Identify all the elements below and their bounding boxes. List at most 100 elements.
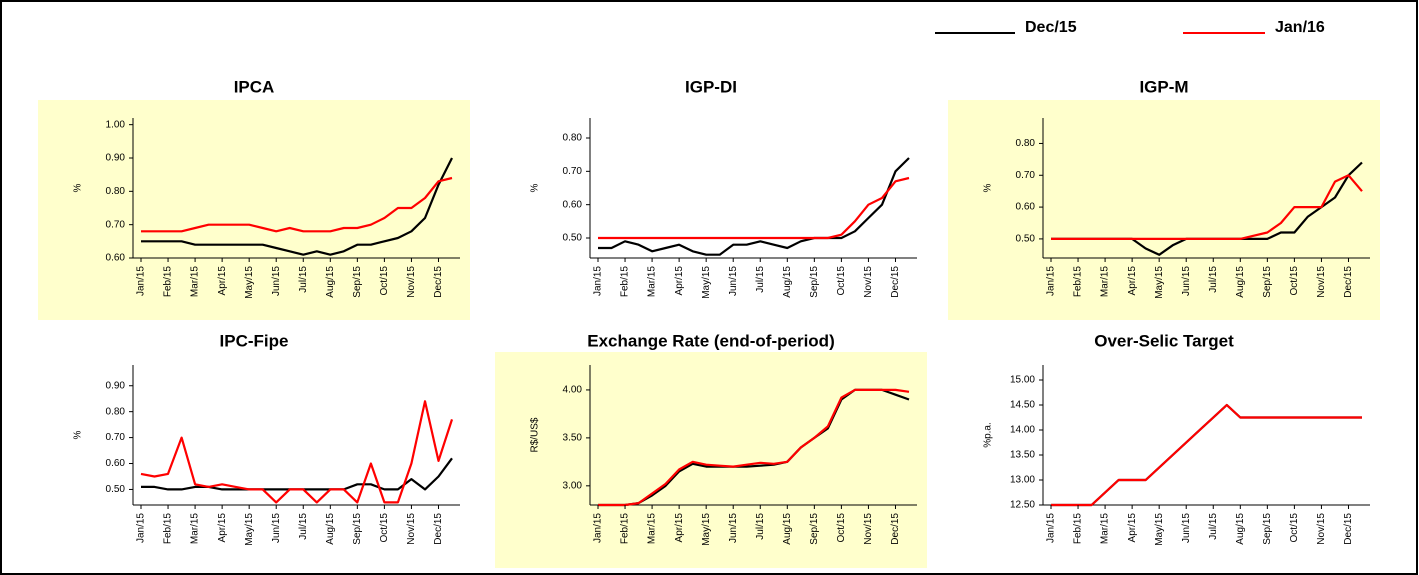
x-tick-label: Jul/15: [298, 513, 309, 540]
x-tick-label: Nov/15: [1316, 266, 1327, 298]
x-tick-label: Feb/15: [163, 266, 174, 298]
y-tick-label: 3.50: [563, 433, 583, 444]
y-tick-label: 0.70: [563, 166, 583, 177]
x-tick-label: Feb/15: [163, 513, 174, 545]
x-tick-label: Aug/15: [1235, 266, 1246, 298]
legend-label: Jan/16: [1275, 19, 1325, 36]
x-tick-label: Oct/15: [1289, 266, 1300, 296]
y-axis-label: %: [73, 183, 84, 192]
x-tick-label: Feb/15: [620, 513, 631, 545]
y-tick-label: 14.00: [1010, 425, 1035, 436]
x-tick-label: Jul/15: [755, 266, 766, 293]
chart-title: IPCA: [234, 77, 275, 96]
y-tick-label: 0.70: [106, 219, 126, 230]
y-tick-label: 0.80: [106, 406, 126, 417]
x-tick-label: Apr/15: [217, 266, 228, 296]
x-tick-label: Aug/15: [782, 266, 793, 298]
y-tick-label: 12.50: [1010, 500, 1035, 511]
y-tick-label: 0.60: [106, 458, 126, 469]
x-tick-label: Mar/15: [647, 513, 658, 545]
x-tick-label: Mar/15: [190, 513, 201, 545]
chart-title: Exchange Rate (end-of-period): [587, 331, 834, 350]
x-tick-label: Apr/15: [674, 513, 685, 543]
x-tick-label: Jun/15: [728, 513, 739, 543]
series-line: [598, 176, 910, 240]
y-tick-label: 13.50: [1010, 450, 1035, 461]
x-tick-label: Dec/15: [1343, 266, 1354, 298]
series-line: [140, 400, 454, 504]
x-tick-label: Oct/15: [836, 513, 847, 543]
legend-label: Dec/15: [1025, 19, 1077, 36]
x-tick-label: Jan/15: [1046, 266, 1057, 296]
series-line: [141, 157, 453, 256]
y-tick-label: 0.80: [106, 186, 126, 197]
x-tick-label: Jul/15: [1208, 513, 1219, 540]
series-line: [598, 157, 910, 256]
x-tick-label: Mar/15: [190, 266, 201, 298]
y-tick-label: 0.70: [106, 432, 126, 443]
x-tick-label: Jan/15: [593, 266, 604, 296]
x-tick-label: Jul/15: [755, 513, 766, 540]
x-tick-label: Jun/15: [1181, 266, 1192, 296]
x-tick-label: Feb/15: [1073, 513, 1084, 545]
y-tick-label: 15.00: [1010, 375, 1035, 386]
y-tick-label: 0.50: [563, 233, 583, 244]
x-tick-label: May/15: [1154, 266, 1165, 299]
panel-background: [38, 100, 470, 320]
x-tick-label: Jun/15: [271, 266, 282, 296]
x-tick-label: May/15: [244, 266, 255, 299]
x-tick-label: Apr/15: [1127, 266, 1138, 296]
x-tick-label: Mar/15: [647, 266, 658, 298]
x-tick-label: Mar/15: [1100, 513, 1111, 545]
y-tick-label: 3.00: [563, 480, 583, 491]
x-tick-label: Sep/15: [1262, 513, 1273, 545]
x-tick-label: Aug/15: [325, 266, 336, 298]
y-axis-label: %: [73, 430, 84, 439]
x-tick-label: Sep/15: [809, 266, 820, 298]
y-axis-label: %p.a.: [983, 422, 994, 448]
y-tick-label: 0.80: [1016, 138, 1036, 149]
chart-title: IGP-DI: [685, 77, 737, 96]
y-tick-label: 0.50: [1016, 234, 1036, 245]
x-tick-label: Dec/15: [1343, 513, 1354, 545]
y-tick-label: 0.90: [106, 380, 126, 391]
y-tick-label: 0.70: [1016, 170, 1036, 181]
x-tick-label: Nov/15: [406, 266, 417, 298]
x-tick-label: Jun/15: [271, 513, 282, 543]
y-axis-label: %: [530, 183, 541, 192]
x-tick-label: Sep/15: [352, 266, 363, 298]
y-tick-label: 4.00: [563, 385, 583, 396]
x-tick-label: Oct/15: [379, 266, 390, 296]
x-tick-label: Oct/15: [1289, 513, 1300, 543]
chart-title: Over-Selic Target: [1094, 331, 1234, 350]
x-tick-label: Apr/15: [674, 266, 685, 296]
x-tick-label: Nov/15: [863, 266, 874, 298]
y-tick-label: 1.00: [106, 119, 126, 130]
x-tick-label: Jan/15: [1046, 513, 1057, 543]
x-tick-label: Feb/15: [620, 266, 631, 298]
x-tick-label: Feb/15: [1073, 266, 1084, 298]
x-tick-label: Apr/15: [217, 513, 228, 543]
x-tick-label: Nov/15: [1316, 513, 1327, 545]
x-tick-label: Jul/15: [298, 266, 309, 293]
x-tick-label: May/15: [1154, 513, 1165, 546]
x-tick-label: May/15: [701, 266, 712, 299]
x-tick-label: Nov/15: [406, 513, 417, 545]
x-tick-label: Apr/15: [1127, 513, 1138, 543]
y-tick-label: 0.60: [1016, 202, 1036, 213]
x-tick-label: Jan/15: [136, 266, 147, 296]
x-tick-label: Mar/15: [1100, 266, 1111, 298]
y-tick-label: 0.60: [563, 199, 583, 210]
series-line: [141, 176, 453, 233]
x-tick-label: Jan/15: [136, 513, 147, 543]
x-tick-label: Sep/15: [1262, 266, 1273, 298]
panel-background: [495, 352, 927, 568]
y-tick-label: 13.00: [1010, 475, 1035, 486]
x-tick-label: Aug/15: [782, 513, 793, 545]
y-axis-label: %: [983, 183, 994, 192]
chart-title: IGP-M: [1139, 77, 1188, 96]
y-tick-label: 0.80: [563, 133, 583, 144]
x-tick-label: Dec/15: [890, 266, 901, 298]
y-tick-label: 14.50: [1010, 400, 1035, 411]
x-tick-label: Jun/15: [1181, 513, 1192, 543]
